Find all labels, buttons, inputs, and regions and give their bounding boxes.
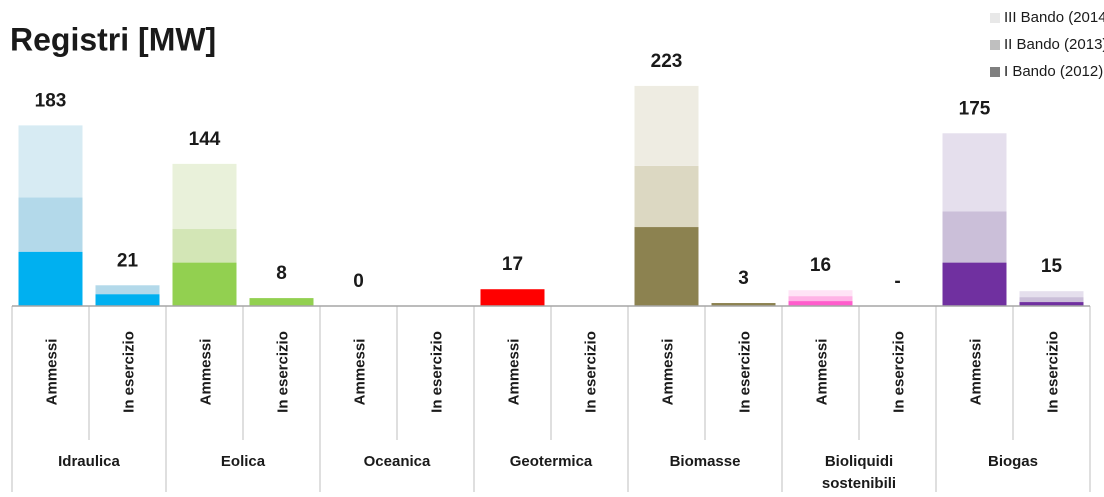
legend-label: II Bando (2013) [1004,36,1104,53]
bar-segment [788,301,853,306]
x-tick-label: In esercizio [582,331,599,413]
bar-segment [1019,302,1084,306]
total-label: - [894,271,900,292]
bar-segment [942,211,1007,263]
bar-segment [18,125,83,198]
x-tick-label: Ammessi [505,339,522,406]
bar-segment [711,303,776,306]
x-tick-label: Ammessi [967,339,984,406]
bar-segment [942,262,1007,306]
bar-segment [480,289,545,306]
bar-segment [634,227,699,306]
bar-segment [788,290,853,297]
total-label: 21 [117,250,139,271]
x-tick-label: Ammessi [659,339,676,406]
bar-segment [634,85,699,166]
group-label: Biogas [987,453,1038,470]
legend-label: I Bando (2012) [1004,63,1103,80]
bar-segment [788,296,853,302]
bar-segment [172,229,237,263]
total-label: 17 [502,254,523,275]
total-label: 16 [810,255,831,276]
x-tick-label: In esercizio [890,331,907,413]
bar-segment [172,163,237,230]
total-label: 183 [35,90,67,111]
total-label: 0 [353,271,364,292]
x-tick-label: In esercizio [1044,331,1061,413]
bar-segment [95,285,160,295]
x-tick-label: Ammessi [351,339,368,406]
x-tick-label: Ammessi [813,339,830,406]
group-label: Oceanica [363,453,431,470]
group-label: Bioliquidi sostenibili [821,453,897,492]
bar-segment [1019,291,1084,298]
total-label: 3 [738,268,749,289]
total-label: 8 [276,263,287,284]
bar-segment [942,133,1007,212]
total-label: 175 [959,98,991,119]
total-label: 223 [651,51,683,72]
group-label: Geotermica [509,453,593,470]
x-tick-label: In esercizio [274,331,291,413]
total-label: 144 [189,129,221,150]
legend-swatch [990,40,1000,50]
legend-swatch [990,13,1000,23]
x-tick-label: In esercizio [736,331,753,413]
bar-segment [172,262,237,306]
bar-segment [1019,297,1084,303]
group-label: Idraulica [58,453,120,470]
legend-label: III Bando (2014) [1004,9,1104,26]
x-tick-label: In esercizio [120,331,137,413]
bar-segment [249,298,314,306]
bar-segment [18,251,83,306]
group-label: Eolica [220,453,266,470]
group-label: Biomasse [669,453,741,470]
x-tick-label: Ammessi [43,339,60,406]
bar-segment [18,197,83,252]
chart-title: Registri [MW] [10,21,216,57]
bar-segment [95,294,160,306]
x-tick-label: In esercizio [428,331,445,413]
bar-segment [634,165,699,228]
x-tick-label: Ammessi [197,339,214,406]
total-label: 15 [1041,256,1063,277]
legend-swatch [990,67,1000,77]
